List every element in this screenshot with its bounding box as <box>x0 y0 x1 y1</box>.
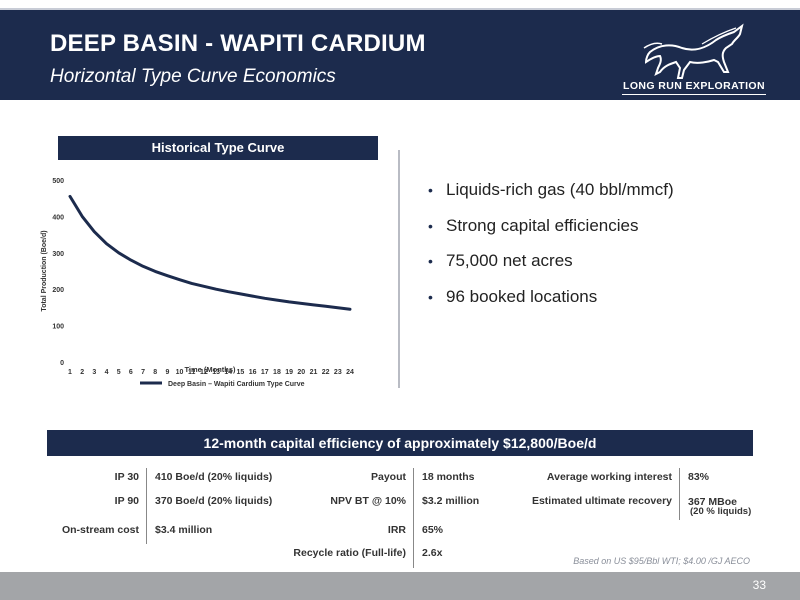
metric-value: 367 MBoe <box>688 496 738 508</box>
x-tick-label: 14 <box>224 369 232 376</box>
column-divider <box>679 468 680 520</box>
x-tick-label: 7 <box>141 369 145 376</box>
x-tick-label: 18 <box>273 369 281 376</box>
bullet-item: • 75,000 net acres <box>428 249 674 285</box>
y-tick-label: 400 <box>52 214 64 221</box>
x-tick-label: 13 <box>212 369 220 376</box>
legend-label: Deep Basin – Wapiti Cardium Type Curve <box>168 381 305 388</box>
x-tick-label: 8 <box>153 369 157 376</box>
series-line <box>68 194 352 311</box>
bullet-icon: • <box>428 217 433 234</box>
page-subtitle: Horizontal Type Curve Economics <box>50 66 336 87</box>
y-axis-title: Total Production (Boe/d) <box>41 230 48 311</box>
page-title: DEEP BASIN - WAPITI CARDIUM <box>50 30 426 57</box>
bullet-text: Strong capital efficiencies <box>446 215 639 235</box>
metric-label: IP 90 <box>114 495 139 507</box>
x-tick-label: 11 <box>188 369 196 376</box>
page-number: 33 <box>752 578 766 592</box>
bullet-item: • 96 booked locations <box>428 285 674 321</box>
economics-table: IP 30 410 Boe/d (20% liquids) IP 90 370 … <box>0 466 800 568</box>
x-tick-label: 16 <box>249 369 257 376</box>
x-tick-label: 20 <box>297 369 305 376</box>
price-footnote: Based on US $95/Bbl WTI; $4.00 /GJ AECO <box>573 556 750 566</box>
x-tick-label: 19 <box>285 369 293 376</box>
bullet-text: 75,000 net acres <box>446 251 573 270</box>
x-tick-label: 3 <box>92 369 96 376</box>
bullet-icon: • <box>428 182 433 198</box>
highlight-list: • Liquids-rich gas (40 bbl/mmcf) • Strong … <box>428 178 674 320</box>
x-tick-label: 10 <box>176 369 184 376</box>
y-tick-label: 500 <box>52 178 64 185</box>
x-tick-label: 15 <box>237 369 245 376</box>
metric-value: 370 Boe/d (20% liquids) <box>155 495 273 507</box>
x-tick-label: 22 <box>322 369 330 376</box>
metric-label: IRR <box>387 524 406 536</box>
logo-underline <box>622 94 766 95</box>
x-tick-label: 21 <box>310 369 318 376</box>
x-tick-label: 1 <box>68 369 72 376</box>
bullet-icon: • <box>428 253 433 269</box>
metric-value: 410 Boe/d (20% liquids) <box>155 471 273 483</box>
horse-logo-icon <box>643 23 744 79</box>
footer-bar: 33 <box>0 572 800 600</box>
y-tick-label: 300 <box>52 251 64 258</box>
bullet-text: Liquids-rich gas (40 bbl/mmcf) <box>446 180 674 199</box>
bullet-item: • Liquids-rich gas (40 bbl/mmcf) <box>428 178 674 214</box>
vertical-divider <box>398 150 400 388</box>
bullet-icon: • <box>428 288 433 305</box>
x-tick-label: 5 <box>117 369 121 376</box>
metric-value: 83% <box>688 471 710 483</box>
metric-value: 18 months <box>422 471 475 483</box>
metric-label: Payout <box>370 471 406 483</box>
metric-value: 65% <box>422 524 444 536</box>
metric-subvalue: (20 % liquids) <box>690 506 752 517</box>
column-divider <box>413 468 414 568</box>
metric-label: IP 30 <box>114 471 139 483</box>
y-tick-label: 100 <box>52 324 64 331</box>
metric-label: Estimated ultimate recovery <box>531 495 672 507</box>
x-tick-label: 23 <box>334 369 342 376</box>
metric-value: $3.2 million <box>422 495 480 507</box>
logo-text: LONG RUN EXPLORATION <box>623 80 765 92</box>
header-bar: DEEP BASIN - WAPITI CARDIUM Horizontal T… <box>0 8 800 100</box>
metric-value: $3.4 million <box>155 524 213 536</box>
x-tick-label: 17 <box>261 369 269 376</box>
capital-efficiency-banner: 12-month capital efficiency of approxima… <box>47 430 753 456</box>
x-axis-title: Time (Months) <box>184 365 236 374</box>
metric-label: Recycle ratio (Full-life) <box>293 547 406 559</box>
metric-label: On-stream cost <box>61 524 139 536</box>
metric-value: 2.6x <box>422 547 443 559</box>
x-tick-label: 4 <box>105 369 109 376</box>
x-tick-label: 9 <box>165 369 169 376</box>
column-divider <box>146 468 147 544</box>
bullet-text: 96 booked locations <box>446 286 598 306</box>
x-tick-label: 2 <box>80 369 84 376</box>
x-tick-label: 24 <box>346 369 354 376</box>
y-tick-label: 0 <box>60 360 64 367</box>
metric-label: Average working interest <box>546 471 672 483</box>
x-tick-label: 12 <box>200 369 208 376</box>
x-tick-label: 6 <box>129 369 133 376</box>
chart-banner: Historical Type Curve <box>58 136 378 160</box>
bullet-item: • Strong capital efficiencies <box>428 214 674 250</box>
y-tick-label: 200 <box>52 287 64 294</box>
company-logo: LONG RUN EXPLORATION <box>620 22 768 96</box>
metric-label: NPV BT @ 10% <box>330 495 406 507</box>
